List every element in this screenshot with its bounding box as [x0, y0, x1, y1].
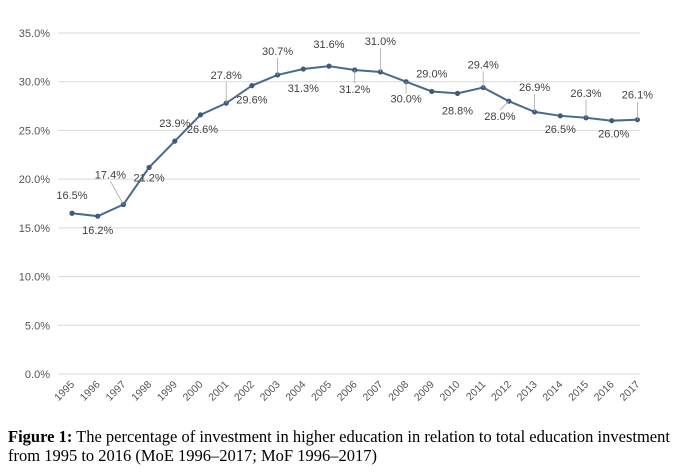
- x-tick-label: 2007: [361, 379, 386, 404]
- data-point: [454, 90, 461, 97]
- y-tick-label: 25.0%: [19, 125, 50, 137]
- y-tick-label: 30.0%: [19, 77, 50, 89]
- y-tick-label: 10.0%: [19, 272, 50, 284]
- data-label: 17.4%: [95, 169, 126, 181]
- x-tick-label: 2004: [283, 379, 308, 404]
- gridlines: [58, 32, 640, 375]
- data-label: 21.2%: [133, 172, 164, 184]
- data-point: [300, 66, 306, 72]
- x-axis-ticks: 1995 1996 1997 1998 1999 2000 2001 2002 2003 2004…: [52, 379, 643, 404]
- y-axis-ticks: 0.0% 5.0% 10.0% 15.0% 20.0% 25.0% 30.0% 35.0%: [19, 28, 50, 381]
- data-point: [146, 164, 152, 171]
- data-label: 31.3%: [288, 83, 319, 95]
- chart-container: 0.0% 5.0% 10.0% 15.0% 20.0% 25.0% 30.0% 35.0% 1…: [19, 28, 653, 404]
- x-tick-label: 2008: [386, 379, 411, 404]
- data-label: 30.0%: [390, 94, 421, 106]
- figure-caption: Figure 1: The percentage of investment i…: [8, 427, 688, 465]
- x-tick-label: 2017: [618, 379, 643, 404]
- y-tick-label: 35.0%: [19, 28, 50, 40]
- data-label: 31.6%: [313, 39, 344, 51]
- data-point: [249, 83, 255, 89]
- x-tick-label: 2002: [232, 379, 257, 404]
- data-label: 26.0%: [598, 129, 629, 141]
- data-point: [172, 138, 178, 144]
- x-tick-label: 2006: [335, 379, 360, 404]
- x-tick-label: 1998: [129, 379, 154, 404]
- x-tick-label: 1999: [155, 379, 180, 404]
- data-label: 31.2%: [339, 84, 370, 96]
- x-tick-label: 2015: [566, 379, 591, 404]
- data-label: 28.0%: [484, 111, 515, 123]
- x-tick-label: 2003: [258, 379, 283, 404]
- x-tick-label: 1995: [52, 379, 77, 404]
- data-point: [326, 63, 332, 69]
- data-label: 16.5%: [56, 190, 87, 202]
- data-label: 30.7%: [262, 46, 293, 58]
- data-labels: 16.5% 16.2% 17.4% 21.2% 23.9%26.6% 27.8% 29.6%…: [56, 36, 653, 237]
- caption-label: Figure 1:: [8, 427, 73, 446]
- line-chart: 0.0% 5.0% 10.0% 15.0% 20.0% 25.0% 30.0% 35.0% 1…: [19, 28, 653, 404]
- data-label: 26.3%: [570, 88, 601, 100]
- data-label: 29.6%: [236, 95, 267, 107]
- y-tick-label: 20.0%: [19, 174, 50, 186]
- x-tick-label: 2011: [464, 379, 489, 404]
- data-point: [197, 112, 204, 118]
- caption-text: The percentage of investment in higher e…: [8, 427, 670, 465]
- data-point: [429, 88, 435, 95]
- data-label: 27.8%: [211, 70, 242, 82]
- x-tick-label: 2009: [412, 379, 437, 404]
- y-tick-label: 0.0%: [25, 369, 50, 381]
- data-label: 23.9%: [159, 118, 190, 130]
- x-tick-label: 2014: [540, 379, 565, 404]
- label-leader-line: [499, 100, 510, 111]
- x-tick-label: 2016: [592, 379, 617, 404]
- x-tick-label: 2000: [181, 379, 206, 404]
- x-tick-label: 2005: [309, 379, 334, 404]
- data-label: 31.0%: [365, 36, 396, 48]
- y-tick-label: 15.0%: [19, 223, 50, 235]
- x-tick-label: 1997: [104, 379, 129, 404]
- x-tick-label: 2010: [438, 379, 463, 404]
- data-label: 26.6%: [187, 124, 218, 136]
- data-point: [557, 113, 563, 119]
- x-tick-label: 1996: [78, 379, 103, 404]
- data-label: 28.8%: [442, 105, 473, 117]
- x-tick-label: 2013: [515, 379, 540, 404]
- data-label: 16.2%: [82, 225, 113, 237]
- y-tick-label: 5.0%: [25, 320, 50, 332]
- data-point: [95, 213, 101, 219]
- data-label: 26.9%: [519, 82, 550, 94]
- data-label: 29.0%: [416, 68, 447, 80]
- label-leader-line: [110, 181, 124, 205]
- x-tick-label: 2012: [489, 379, 514, 404]
- data-point: [69, 210, 75, 216]
- data-label: 26.1%: [622, 90, 653, 102]
- data-point: [609, 118, 615, 124]
- data-label: 26.5%: [545, 124, 576, 136]
- x-tick-label: 2001: [206, 379, 231, 404]
- data-label: 29.4%: [468, 60, 499, 72]
